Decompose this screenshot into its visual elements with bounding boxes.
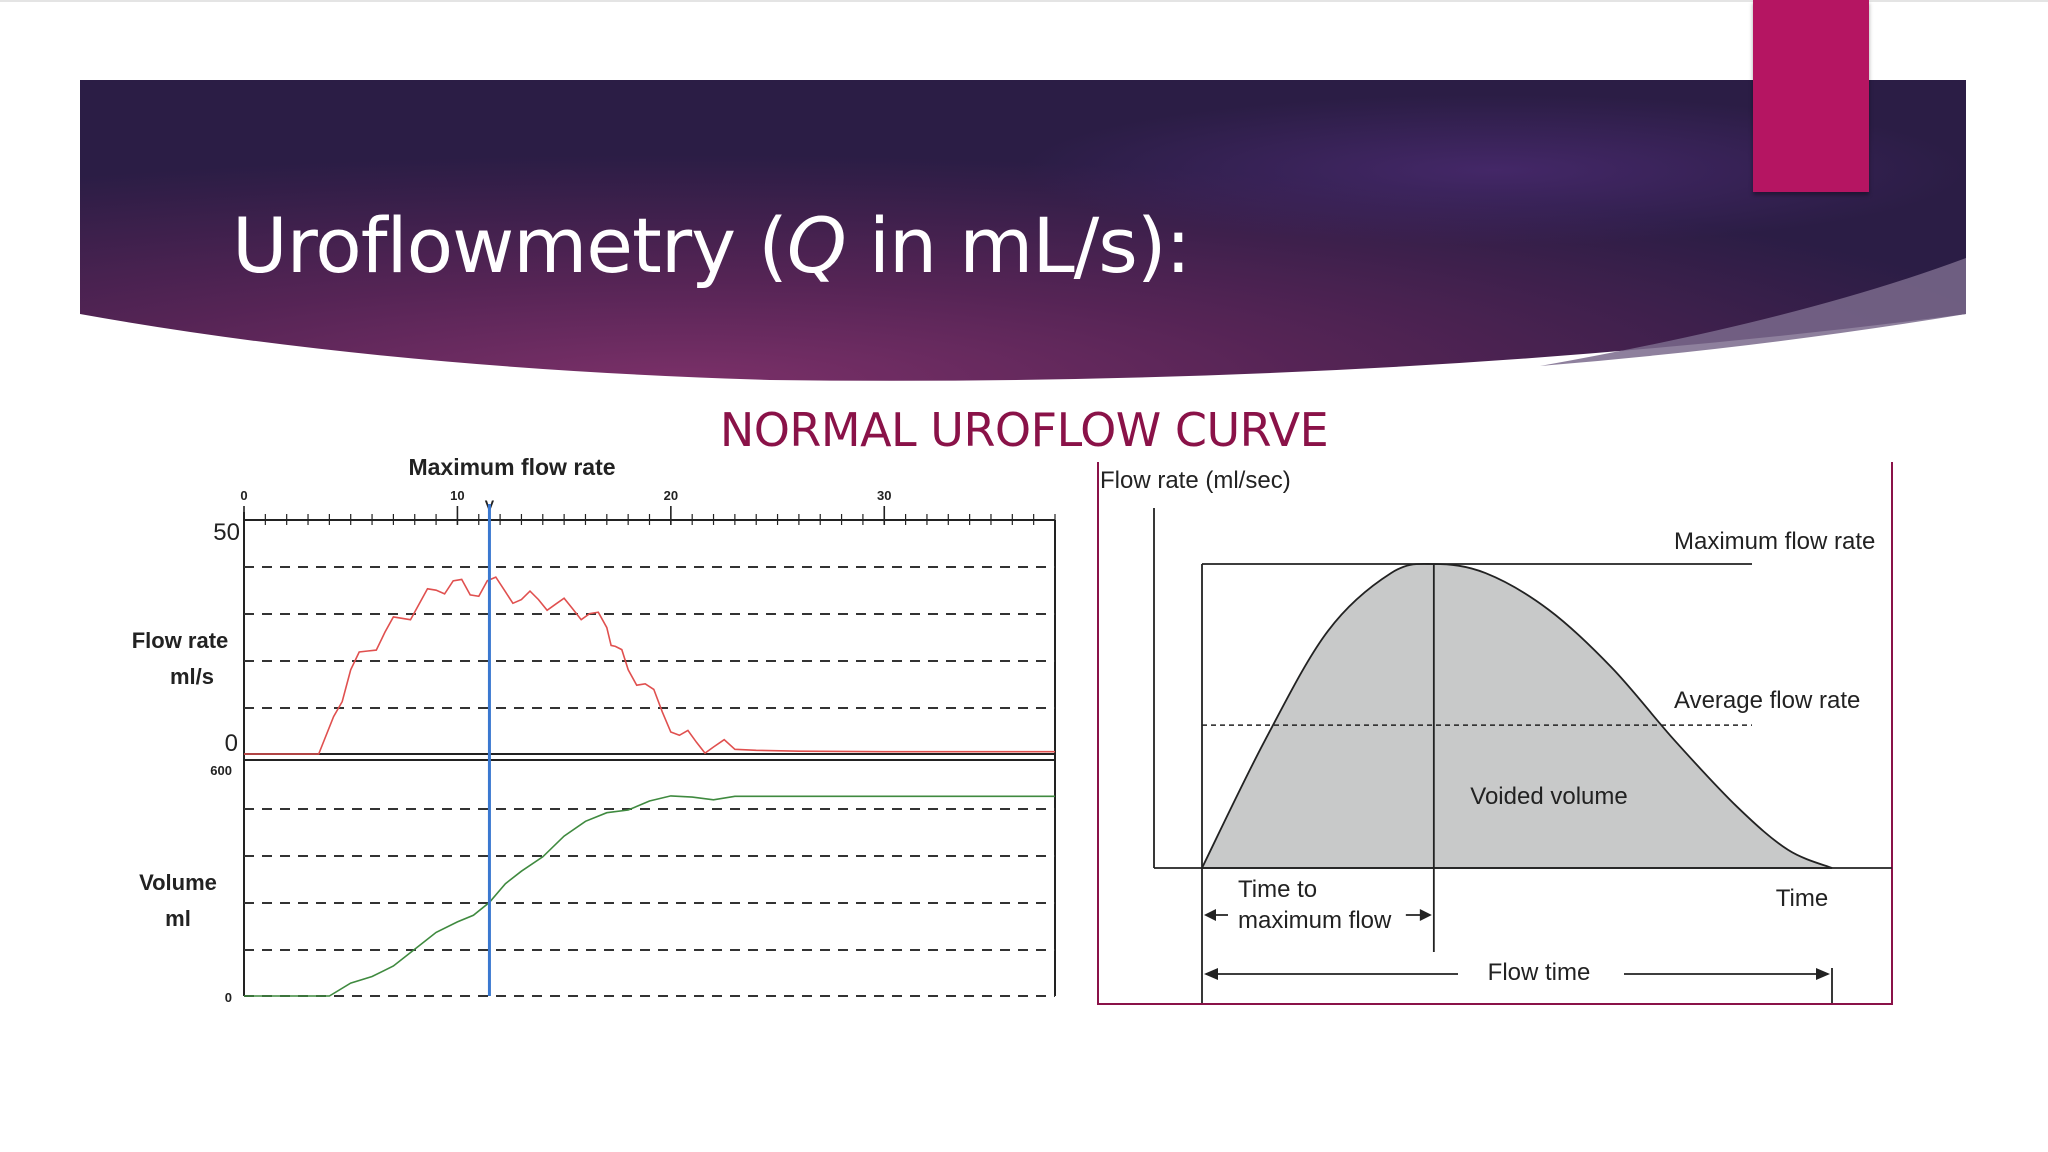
volume-ylabel-line2: ml: [165, 906, 191, 931]
chart-title: Maximum flow rate: [408, 454, 615, 480]
max-flow-label: Maximum flow rate: [1674, 528, 1875, 555]
ttm-arrowhead-right: [1419, 909, 1432, 921]
time-to-max-label-line1: Time to: [1238, 876, 1317, 903]
time-arrows: [1204, 909, 1833, 1003]
flowtime-arrowhead-right: [1816, 968, 1830, 980]
title-rest: in mL/s):: [845, 201, 1191, 290]
x-tick-label: 0: [240, 488, 247, 503]
voided-volume-area: [1200, 562, 1833, 869]
flow-time-label: Flow time: [1488, 959, 1591, 986]
time-axis-label: Time: [1776, 885, 1828, 912]
avg-flow-label: Average flow rate: [1674, 687, 1860, 714]
flow-rate-series-line: [244, 576, 1055, 755]
title-main: Uroflowmetry (: [232, 201, 788, 290]
chart-frame: [243, 506, 1056, 997]
top-border: [0, 0, 2048, 2]
title-q-symbol: Q: [786, 201, 847, 290]
schematic-ylabel: Flow rate (ml/sec): [1100, 467, 1291, 494]
slide-title: Uroflowmetry (Q in mL/s):: [232, 198, 1191, 294]
flowtime-arrowhead-left: [1204, 968, 1218, 980]
x-tick-label: 30: [877, 488, 891, 503]
flow-ytick-bottom: 0: [225, 730, 238, 757]
ttm-arrowhead-left: [1204, 909, 1216, 921]
time-to-max-label-line2: maximum flow: [1238, 907, 1392, 934]
flow-ytick-top: 50: [213, 519, 240, 546]
volume-ytick-bottom: 0: [225, 990, 232, 1005]
x-tick-label: 20: [664, 488, 678, 503]
flow-ylabel-line1: Flow rate: [132, 628, 229, 653]
voided-volume-label: Voided volume: [1470, 783, 1627, 810]
x-tick-labels: 0 10 20 30: [240, 488, 891, 503]
volume-series-line: [244, 795, 1055, 997]
volume-ylabel-line1: Volume: [139, 870, 217, 895]
flow-ylabel-line2: ml/s: [170, 664, 214, 689]
frame-top-cover: [1096, 458, 1896, 462]
normal-uroflow-schematic: Flow rate (ml/sec) Maximum flow rate Ave…: [1096, 458, 1896, 1005]
accent-tab: [1753, 0, 1869, 192]
x-tick-label: 10: [450, 488, 464, 503]
section-heading: NORMAL UROFLOW CURVE: [719, 403, 1329, 457]
volume-ytick-top: 600: [210, 763, 232, 778]
title-banner: [80, 80, 1966, 381]
